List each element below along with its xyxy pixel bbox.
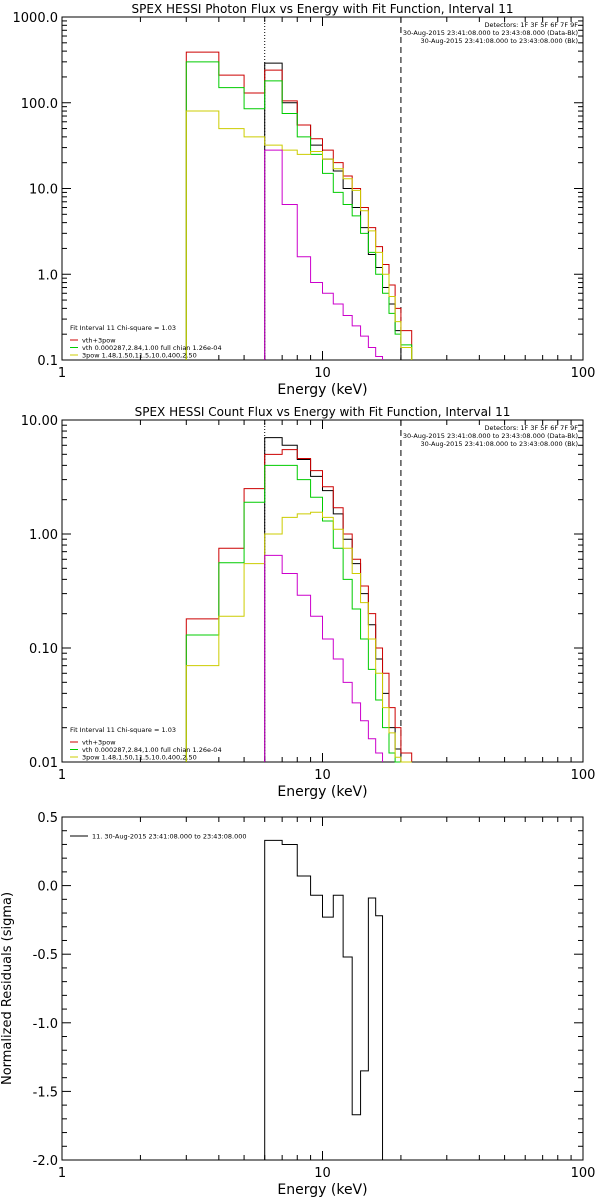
chart0-x-axis-label: Energy (keV)	[277, 382, 367, 398]
chart0-series-4	[264, 149, 384, 360]
chart1-x-tick-label: 1	[58, 768, 66, 783]
chart0-y-tick-label: 1.0	[37, 268, 58, 283]
chart0-y-tick-label: 10.0	[29, 183, 58, 198]
chart1-info-right: 30-Aug-2015 23:41:08.000 to 23:43:08.000…	[421, 440, 578, 448]
chart1-info-left: Fit Interval 11 Chi-square = 1.03	[70, 726, 176, 734]
chart1-x-tick-label: 10	[314, 768, 331, 783]
chart1-legend-label: vth+3pow	[82, 739, 116, 747]
chart1-y-tick-label: 0.01	[29, 756, 58, 771]
chart1-series-2	[185, 464, 412, 763]
chart2-y-tick-label: -1.5	[33, 1085, 58, 1100]
chart2-x-tick-label: 10	[314, 1166, 331, 1181]
chart0-series-2	[185, 61, 413, 360]
chart2-x-axis-label: Energy (keV)	[277, 1182, 367, 1198]
chart1-info-right: 30-Aug-2015 23:41:08.000 to 23:43:08.000…	[403, 432, 578, 440]
chart0-info-left: Fit Interval 11 Chi-square = 1.03	[70, 324, 176, 332]
chart1-series-3	[185, 511, 412, 763]
chart1-title: SPEX HESSI Count Flux vs Energy with Fit…	[135, 405, 511, 419]
chart0-legend-label: vth 0.000287,2.84,1.00 full chian 1.26e-…	[82, 344, 222, 352]
chart0-x-tick-label: 1	[58, 366, 66, 381]
chart1-y-tick-label: 0.10	[29, 642, 58, 657]
chart1-x-tick-label: 100	[571, 768, 596, 783]
chart2-y-tick-label: -2.0	[33, 1154, 58, 1169]
chart0-info-right: 30-Aug-2015 23:41:08.000 to 23:43:08.000…	[421, 37, 578, 45]
chart1-series-4	[264, 554, 384, 762]
chart0-info-right: Detectors: 1F 3F 5F 6F 7F 9F	[484, 21, 578, 29]
chart2-legend-label: 11. 30-Aug-2015 23:41:08.000 to 23:43:08…	[92, 833, 247, 841]
chart0-legend-label: vth+3pow	[82, 337, 116, 345]
chart0-y-tick-label: 0.1	[37, 354, 58, 369]
chart2-y-axis-label: Normalized Residuals (sigma)	[0, 892, 15, 1085]
chart0-x-tick-label: 10	[314, 366, 331, 381]
chart0-y-tick-label: 100.0	[21, 97, 58, 112]
chart1-legend-label: 3pow 1.48,1.50,11.5,10.0,400,2.50	[82, 754, 197, 762]
chart1-y-tick-label: 10.00	[21, 414, 58, 429]
chart0-x-tick-label: 100	[571, 366, 596, 381]
chart0-title: SPEX HESSI Photon Flux vs Energy with Fi…	[132, 2, 514, 16]
chart2-y-tick-label: -1.0	[33, 1017, 58, 1032]
chart2-y-tick-label: 0.5	[37, 811, 58, 826]
chart2-x-tick-label: 1	[58, 1166, 66, 1181]
chart1-info-right: Detectors: 1F 3F 5F 6F 7F 9F	[484, 424, 578, 432]
chart2-y-tick-label: 0.0	[37, 880, 58, 895]
chart2-series-0	[264, 839, 384, 1160]
chart0-y-tick-label: 1000.0	[13, 11, 59, 26]
chart0-series-1	[185, 51, 413, 360]
chart1-x-axis-label: Energy (keV)	[277, 784, 367, 800]
chart1-legend-label: vth 0.000287,2.84,1.00 full chian 1.26e-…	[82, 746, 222, 754]
chart0-legend-label: 3pow 1.48,1.50,11.5,10.0,400,2.50	[82, 352, 197, 360]
chart2-frame	[61, 816, 584, 1161]
chart0-info-right: 30-Aug-2015 23:41:08.000 to 23:43:08.000…	[403, 29, 578, 37]
chart0-series-3	[185, 110, 413, 360]
chart0-frame	[61, 16, 584, 361]
chart1-y-tick-label: 1.00	[29, 528, 58, 543]
chart2-y-tick-label: -0.5	[33, 948, 58, 963]
chart2-x-tick-label: 100	[571, 1166, 596, 1181]
chart0-series-0	[264, 62, 402, 360]
chart1-series-1	[185, 449, 413, 762]
